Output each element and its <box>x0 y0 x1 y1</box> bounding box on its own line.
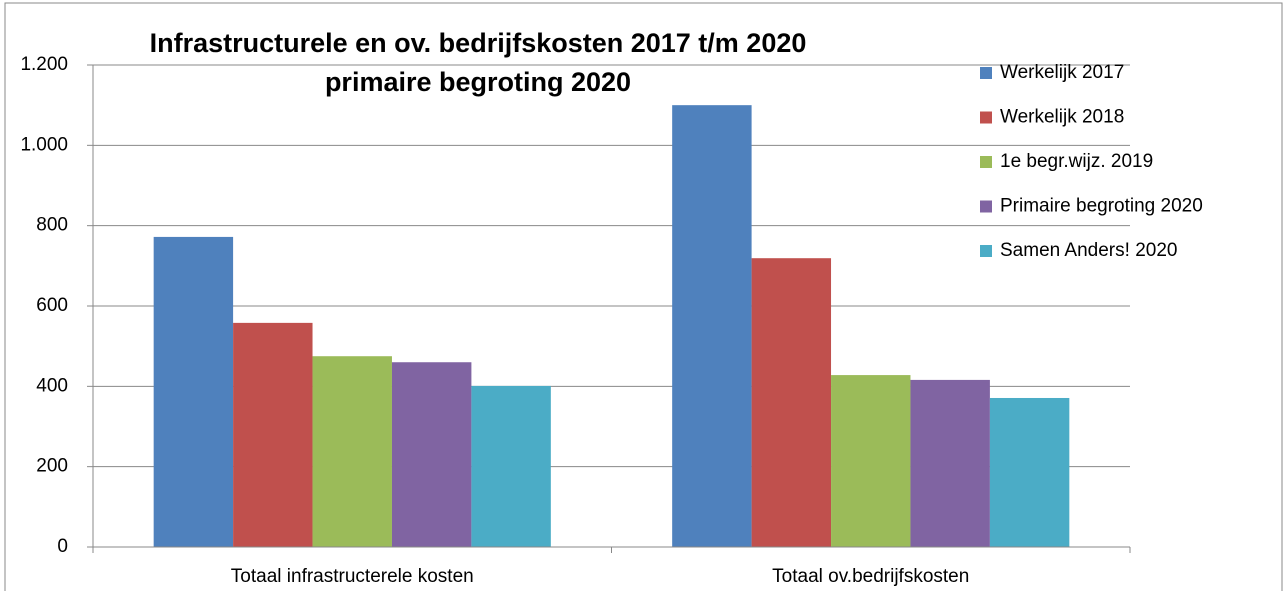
y-tick-label: 800 <box>36 215 68 236</box>
legend-label: Werkelijk 2017 <box>1000 62 1124 83</box>
bar <box>831 375 911 547</box>
bar <box>471 385 551 547</box>
y-tick-label: 400 <box>36 375 68 396</box>
legend-swatch <box>980 200 992 213</box>
bar <box>672 105 752 548</box>
legend-label: Werkelijk 2018 <box>1000 107 1124 128</box>
y-tick-label: 1.000 <box>20 134 68 155</box>
chart-title: Infrastructurele en ov. bedrijfskosten 2… <box>150 28 807 58</box>
bar <box>233 322 313 547</box>
y-tick-label: 600 <box>36 295 68 316</box>
legend-label: Primaire begroting 2020 <box>1000 196 1203 217</box>
bar <box>153 236 234 547</box>
legend-swatch <box>980 111 992 124</box>
x-tick-label: Totaal infrastructerele kosten <box>231 566 474 587</box>
bar <box>910 379 990 547</box>
legend-swatch <box>980 156 992 168</box>
bar <box>751 258 832 547</box>
chart-frame <box>4 2 1283 591</box>
legend-label: Samen Anders! 2020 <box>1000 240 1177 261</box>
legend-swatch <box>980 67 992 79</box>
bar <box>391 362 472 547</box>
chart-subtitle: primaire begroting 2020 <box>325 67 631 97</box>
y-tick-label: 0 <box>57 536 68 557</box>
legend-swatch <box>980 245 992 257</box>
y-tick-label: 200 <box>36 456 68 477</box>
bar <box>989 397 1070 547</box>
x-tick-label: Totaal ov.bedrijfskosten <box>772 566 969 587</box>
y-tick-label: 1.200 <box>20 54 68 75</box>
bar <box>312 356 392 547</box>
legend-label: 1e begr.wijz. 2019 <box>1000 151 1153 172</box>
